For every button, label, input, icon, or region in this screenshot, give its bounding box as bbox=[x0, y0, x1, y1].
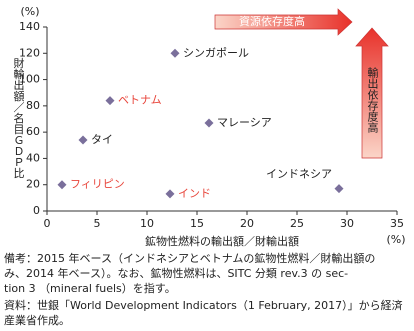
note: み、2014 年ベース）。なお、鉱物性燃料は、SITC 分類 rev.3 の s… bbox=[4, 266, 348, 280]
note: tion 3 （mineral fuels）を指す。 bbox=[4, 281, 176, 295]
y-tick-label: 140 bbox=[19, 20, 40, 33]
point bbox=[334, 184, 344, 194]
y-tick-label: 40 bbox=[26, 151, 40, 164]
y-tick-label: 80 bbox=[26, 99, 40, 112]
point-label: フィリピン bbox=[70, 178, 125, 191]
arrow-vertical bbox=[355, 27, 389, 159]
point bbox=[78, 135, 88, 145]
x-tick-label: 20 bbox=[240, 217, 254, 230]
x-tick-label: 0 bbox=[44, 217, 51, 230]
note: 産業省作成。 bbox=[4, 314, 70, 327]
x-tick-label: 30 bbox=[340, 217, 354, 230]
x-tick-label: 15 bbox=[190, 217, 204, 230]
point bbox=[105, 96, 115, 106]
annotation: 輸出依存度高 bbox=[366, 66, 379, 134]
point bbox=[170, 48, 180, 58]
x-unit: (%) bbox=[386, 233, 405, 246]
x-tick-label: 25 bbox=[290, 217, 304, 230]
y-tick-label: 60 bbox=[26, 125, 40, 138]
point bbox=[165, 189, 175, 199]
point-label: シンガポール bbox=[183, 46, 249, 59]
note: 資料：世銀「World Development Indicators（1 Feb… bbox=[4, 298, 403, 312]
y-unit: (%) bbox=[20, 5, 39, 18]
point-label: インド bbox=[178, 187, 211, 200]
point bbox=[204, 118, 214, 128]
point-label: タイ bbox=[91, 133, 113, 146]
x-tick-label: 10 bbox=[140, 217, 154, 230]
x-tick-label: 5 bbox=[94, 217, 101, 230]
y-tick-label: 100 bbox=[19, 73, 40, 86]
y-tick-label: 20 bbox=[26, 178, 40, 191]
point-label: ベトナム bbox=[118, 94, 162, 107]
point-label: マレーシア bbox=[217, 116, 272, 129]
y-axis-title: 財輸出額／名目ＧＤＰ比 bbox=[12, 56, 25, 178]
note: 備考：2015 年ベース（インドネシアとベトナムの鉱物性燃料／財輸出額の bbox=[4, 251, 375, 265]
annotation: 資源依存度高 bbox=[239, 14, 305, 28]
arrow-horizontal bbox=[214, 8, 353, 36]
y-tick-label: 120 bbox=[19, 46, 40, 59]
point-label: インドネシア bbox=[266, 168, 332, 181]
x-axis-title: 鉱物性燃料の輸出額／財輸出額 bbox=[145, 234, 299, 248]
x-tick-label: 35 bbox=[390, 217, 404, 230]
point bbox=[57, 180, 67, 190]
y-tick-label: 0 bbox=[33, 204, 40, 217]
